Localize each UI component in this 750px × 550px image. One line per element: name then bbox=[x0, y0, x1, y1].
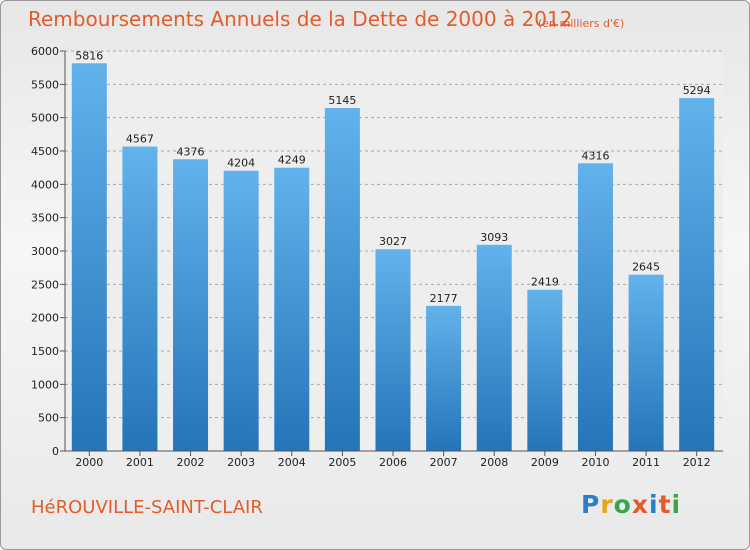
y-tick-label: 1000 bbox=[31, 378, 59, 391]
bar bbox=[426, 305, 462, 451]
x-tick-label: 2010 bbox=[581, 456, 609, 469]
bar bbox=[476, 244, 512, 451]
proxiti-logo: Proxiti bbox=[581, 490, 681, 519]
x-tick-label: 2007 bbox=[430, 456, 458, 469]
bar bbox=[274, 167, 310, 451]
logo-letter: x bbox=[631, 490, 649, 519]
logo-letter: P bbox=[581, 490, 601, 519]
x-tick-label: 2002 bbox=[177, 456, 205, 469]
data-label: 4316 bbox=[581, 149, 609, 162]
bar bbox=[324, 108, 360, 451]
data-label: 5816 bbox=[75, 49, 103, 62]
logo-letter: i bbox=[671, 490, 682, 519]
bar bbox=[71, 63, 107, 452]
x-tick-label: 2000 bbox=[75, 456, 103, 469]
data-label: 4376 bbox=[177, 145, 205, 158]
x-tick-label: 2006 bbox=[379, 456, 407, 469]
data-label: 4567 bbox=[126, 133, 154, 146]
data-label: 4204 bbox=[227, 157, 255, 170]
x-tick-label: 2009 bbox=[531, 456, 559, 469]
data-label: 4249 bbox=[278, 154, 306, 167]
data-label: 2419 bbox=[531, 276, 559, 289]
bar bbox=[577, 163, 613, 451]
y-tick-label: 3500 bbox=[31, 212, 59, 225]
y-tick-label: 500 bbox=[38, 412, 59, 425]
data-label: 2645 bbox=[632, 261, 660, 274]
chart-subtitle: (en milliers d'€) bbox=[538, 17, 625, 30]
y-tick-label: 5000 bbox=[31, 112, 59, 125]
bar bbox=[679, 98, 715, 452]
y-tick-label: 6000 bbox=[31, 45, 59, 58]
x-tick-label: 2005 bbox=[328, 456, 356, 469]
bar bbox=[628, 274, 664, 451]
y-tick-label: 2000 bbox=[31, 312, 59, 325]
data-label: 5145 bbox=[328, 94, 356, 107]
y-tick-label: 4000 bbox=[31, 178, 59, 191]
x-tick-label: 2004 bbox=[278, 456, 306, 469]
x-tick-label: 2011 bbox=[632, 456, 660, 469]
y-tick-label: 2500 bbox=[31, 278, 59, 291]
x-tick-label: 2001 bbox=[126, 456, 154, 469]
bar bbox=[173, 159, 209, 451]
data-label: 5294 bbox=[683, 84, 711, 97]
logo-letter: i bbox=[649, 490, 659, 519]
logo-letter: t bbox=[658, 490, 672, 519]
bar bbox=[375, 249, 411, 451]
commune-name: HéROUVILLE-SAINT-CLAIR bbox=[31, 497, 263, 518]
bar bbox=[223, 170, 259, 451]
logo-letter: r bbox=[600, 490, 614, 519]
y-tick-label: 3000 bbox=[31, 245, 59, 258]
bar bbox=[122, 146, 158, 452]
data-label: 2177 bbox=[430, 292, 458, 305]
logo-letter: o bbox=[613, 490, 632, 519]
bar bbox=[527, 289, 563, 451]
chart-title: Remboursements Annuels de la Dette de 20… bbox=[28, 7, 573, 31]
x-tick-label: 2003 bbox=[227, 456, 255, 469]
y-tick-label: 0 bbox=[52, 445, 59, 458]
x-tick-label: 2012 bbox=[683, 456, 711, 469]
y-tick-label: 4500 bbox=[31, 145, 59, 158]
data-label: 3027 bbox=[379, 235, 407, 248]
data-label: 3093 bbox=[480, 231, 508, 244]
y-tick-label: 1500 bbox=[31, 345, 59, 358]
x-tick-label: 2008 bbox=[480, 456, 508, 469]
y-tick-label: 5500 bbox=[31, 78, 59, 91]
